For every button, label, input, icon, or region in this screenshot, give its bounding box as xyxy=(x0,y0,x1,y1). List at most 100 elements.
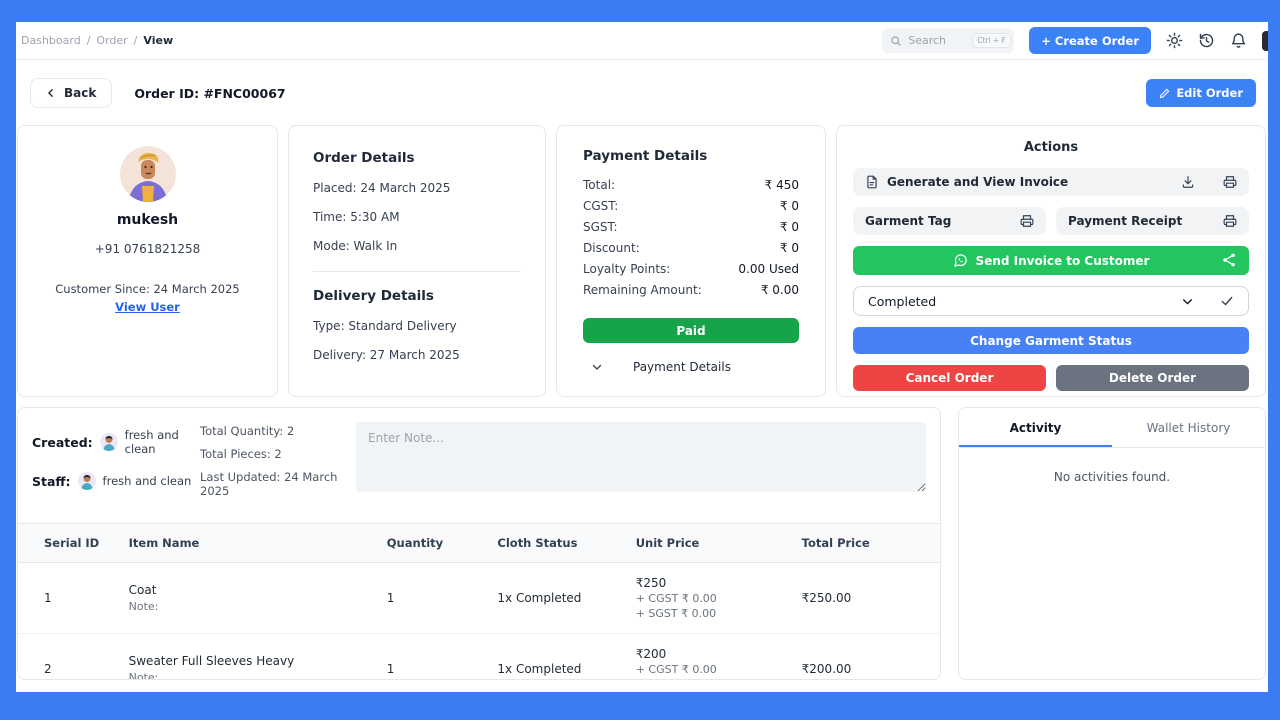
activity-empty-message: No activities found. xyxy=(1053,470,1171,484)
payment-receipt-label: Payment Receipt xyxy=(1068,214,1183,228)
activity-card: Activity Wallet History No activities fo… xyxy=(958,407,1266,680)
tab-wallet-history[interactable]: Wallet History xyxy=(1146,421,1231,435)
tab-activity[interactable]: Activity xyxy=(959,408,1112,447)
header-quantity: Quantity xyxy=(386,523,498,563)
printer-icon xyxy=(1020,214,1034,228)
order-details-title: Order Details xyxy=(313,150,415,166)
app-window: Dashboard / Order / View Ctrl + F + Crea… xyxy=(16,22,1268,692)
payment-row-total: Total: ₹ 450 xyxy=(583,178,799,192)
activity-tabs: Activity Wallet History xyxy=(959,408,1265,448)
theme-toggle-button[interactable] xyxy=(1166,32,1183,49)
garment-tag-button[interactable]: Garment Tag xyxy=(853,207,1046,235)
table-row: 1 Coat Note: 1 1x Completed ₹250 + CGST … xyxy=(18,562,940,634)
cell-total-price: ₹200.00 xyxy=(801,633,940,679)
history-button[interactable] xyxy=(1198,32,1215,49)
cancel-order-button[interactable]: Cancel Order xyxy=(853,365,1046,391)
payment-value: 0.00 Used xyxy=(738,262,799,276)
chevron-down-icon xyxy=(591,361,603,373)
cell-serial: 1 xyxy=(18,562,129,634)
unit-price-text: ₹200 xyxy=(635,647,667,661)
top-bar: Dashboard / Order / View Ctrl + F + Crea… xyxy=(16,22,1268,60)
page-header: Back Order ID: #FNC00067 Edit Order xyxy=(16,60,1268,112)
back-label: Back xyxy=(64,86,97,100)
paid-status-button[interactable]: Paid xyxy=(583,318,799,343)
table-row: 2 Sweater Full Sleeves Heavy Note: 1 1x … xyxy=(18,633,940,680)
cell-quantity: 1 xyxy=(386,562,498,634)
pencil-icon xyxy=(1159,88,1170,99)
bottom-row: Created: fresh and clean Staff: fresh an… xyxy=(16,397,1268,680)
breadcrumb-dashboard[interactable]: Dashboard xyxy=(21,34,81,47)
created-staff-column: Created: fresh and clean Staff: fresh an… xyxy=(32,422,200,507)
back-button[interactable]: Back xyxy=(30,78,113,108)
item-name-text: Coat xyxy=(128,583,157,597)
history-clock-icon xyxy=(1198,32,1215,49)
staff-label: Staff: xyxy=(32,473,71,489)
printer-icon xyxy=(1223,214,1237,228)
created-by-avatar xyxy=(99,433,118,451)
breadcrumb-separator: / xyxy=(133,34,138,47)
payment-value: ₹ 0 xyxy=(779,241,799,255)
share-icon xyxy=(1221,252,1237,268)
header-item-name: Item Name xyxy=(128,523,387,563)
search-input[interactable] xyxy=(908,34,967,47)
generate-invoice-button[interactable]: Generate and View Invoice xyxy=(853,168,1249,196)
cell-item-name: Coat Note: xyxy=(128,562,387,634)
cell-item-name: Sweater Full Sleeves Heavy Note: xyxy=(128,633,387,680)
edit-order-label: Edit Order xyxy=(1176,86,1243,100)
cell-cloth-status: 1x Completed xyxy=(497,633,636,679)
breadcrumb: Dashboard / Order / View xyxy=(21,34,173,47)
order-note-input[interactable] xyxy=(356,422,926,492)
send-invoice-button[interactable]: Send Invoice to Customer xyxy=(853,246,1249,275)
download-icon[interactable] xyxy=(1181,175,1195,189)
delivery-date: Delivery: 27 March 2025 xyxy=(313,348,460,362)
bell-icon xyxy=(1230,32,1247,49)
garment-status-value: Completed xyxy=(868,293,937,309)
sgst-text: + SGST ₹ 0.00 xyxy=(636,678,802,679)
payment-collapse-label: Payment Details xyxy=(633,360,731,374)
item-note-label: Note: xyxy=(128,671,159,680)
header-serial-id: Serial ID xyxy=(18,523,129,563)
customer-name: mukesh xyxy=(116,212,179,228)
delete-order-button[interactable]: Delete Order xyxy=(1056,365,1249,391)
printer-icon[interactable] xyxy=(1223,175,1237,189)
payment-rows: Total: ₹ 450 CGST: ₹ 0 SGST: ₹ 0 Discount: ₹… xyxy=(583,178,799,297)
staff-line: Staff: fresh and clean xyxy=(32,472,200,490)
cell-quantity: 1 xyxy=(386,633,498,679)
header-total-price: Total Price xyxy=(801,523,940,563)
breadcrumb-order[interactable]: Order xyxy=(96,34,128,47)
payment-details-collapse[interactable]: Payment Details xyxy=(583,360,799,374)
actions-card: Actions Generate and View Invoice xyxy=(836,125,1266,397)
order-time: Time: 5:30 AM xyxy=(313,210,400,224)
notifications-button[interactable] xyxy=(1230,32,1247,49)
payment-label: Remaining Amount: xyxy=(583,283,702,297)
change-garment-status-button[interactable]: Change Garment Status xyxy=(853,327,1249,354)
create-order-button[interactable]: + Create Order xyxy=(1029,27,1151,54)
payment-row-sgst: SGST: ₹ 0 xyxy=(583,220,799,234)
total-pieces: Total Pieces: 2 xyxy=(200,447,282,461)
edit-order-button[interactable]: Edit Order xyxy=(1146,79,1256,107)
item-note-label: Note: xyxy=(128,600,159,613)
search-box[interactable]: Ctrl + F xyxy=(882,28,1015,53)
payment-value: ₹ 0 xyxy=(779,199,799,213)
items-table-header-row: Serial ID Item Name Quantity Cloth Statu… xyxy=(18,523,940,563)
header-cloth-status: Cloth Status xyxy=(497,523,636,563)
profile-avatar-partial[interactable] xyxy=(1262,30,1268,51)
chevron-down-icon xyxy=(1181,295,1194,308)
check-icon[interactable] xyxy=(1220,294,1234,308)
cell-unit-price: ₹250 + CGST ₹ 0.00 + SGST ₹ 0.00 xyxy=(635,562,802,634)
created-by-line: Created: fresh and clean xyxy=(32,428,200,456)
view-user-link[interactable]: View User xyxy=(115,300,180,314)
garment-status-select[interactable]: Completed xyxy=(853,286,1249,316)
payment-row-loyalty: Loyalty Points: 0.00 Used xyxy=(583,262,799,276)
header-unit-price: Unit Price xyxy=(635,523,802,563)
payment-receipt-button[interactable]: Payment Receipt xyxy=(1056,207,1249,235)
invoice-document-icon xyxy=(865,175,879,189)
total-quantity: Total Quantity: 2 xyxy=(200,424,295,438)
breadcrumb-separator: / xyxy=(86,34,91,47)
sgst-text: + SGST ₹ 0.00 xyxy=(635,607,717,620)
invoice-row: Generate and View Invoice xyxy=(853,168,1249,196)
unit-price-text: ₹250 xyxy=(635,576,667,590)
delivery-type: Type: Standard Delivery xyxy=(313,319,457,333)
cell-serial: 2 xyxy=(18,633,129,679)
customer-card: mukesh +91 0761821258 Customer Since: 24… xyxy=(17,125,278,397)
